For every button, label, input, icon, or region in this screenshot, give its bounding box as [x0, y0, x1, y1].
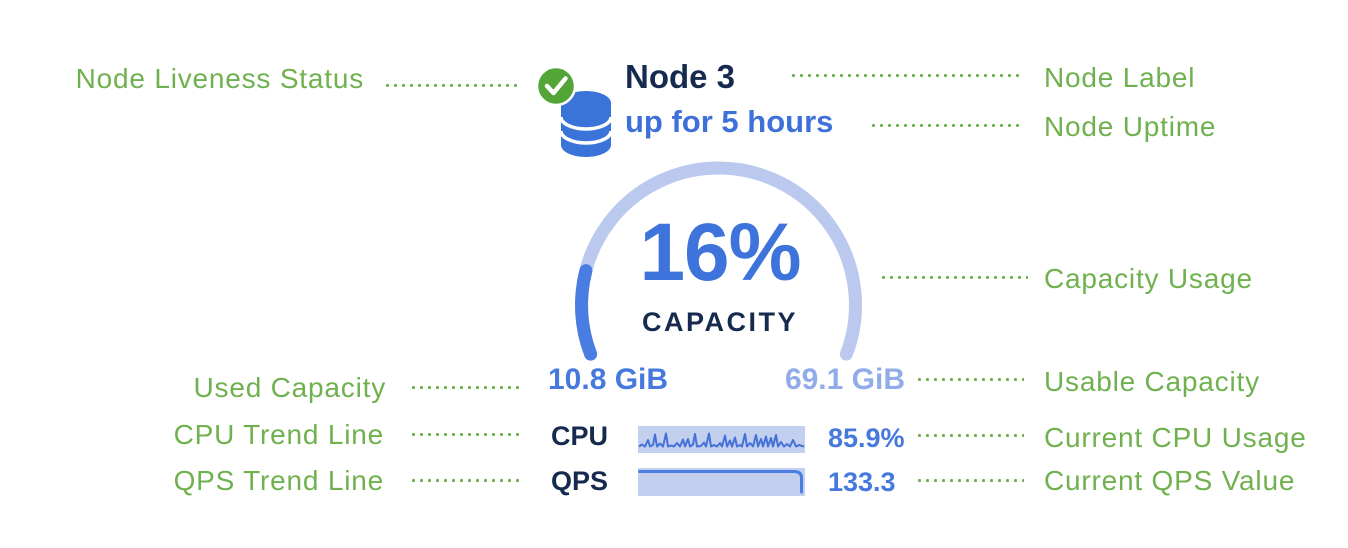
- leader-line-usable-capacity: [918, 378, 1024, 381]
- leader-line-capacity-usage: [882, 276, 1028, 279]
- annotation-cpu-trend-line: CPU Trend Line: [173, 419, 384, 450]
- leader-line-current-qps: [918, 479, 1024, 482]
- annotation-current-qps-value: Current QPS Value: [1044, 465, 1296, 496]
- qps-label: QPS: [551, 466, 609, 496]
- used-capacity-value: 10.8 GiB: [548, 363, 669, 396]
- leader-line-current-cpu: [918, 434, 1024, 437]
- cpu-current-value: 85.9%: [828, 423, 905, 453]
- annotation-used-capacity: Used Capacity: [193, 372, 386, 403]
- database-icon: [559, 91, 613, 157]
- qps-current-value: 133.3: [828, 467, 896, 497]
- leader-line-qps-trend: [412, 479, 522, 482]
- leader-line-node-uptime: [872, 124, 1020, 127]
- annotation-node-label: Node Label: [1044, 62, 1196, 93]
- annotation-qps-trend-line: QPS Trend Line: [173, 465, 384, 496]
- annotation-usable-capacity: Usable Capacity: [1044, 366, 1260, 397]
- cpu-trend-sparkline: [638, 426, 805, 453]
- node-label-text: Node 3: [625, 58, 736, 95]
- check-circle-icon: [535, 65, 577, 107]
- gauge-used-arc: [575, 264, 598, 361]
- leader-line-cpu-trend: [412, 433, 522, 436]
- leader-line-used-capacity: [412, 386, 522, 389]
- qps-trend-sparkline: [638, 468, 805, 496]
- annotation-node-uptime: Node Uptime: [1044, 111, 1217, 142]
- annotation-capacity-usage: Capacity Usage: [1044, 263, 1253, 294]
- node-icon-group: [535, 65, 613, 157]
- node-uptime-text: up for 5 hours: [625, 104, 834, 139]
- usable-capacity-value: 69.1 GiB: [784, 363, 905, 396]
- capacity-usage-percent: 16%: [639, 207, 801, 298]
- annotation-node-liveness-status: Node Liveness Status: [75, 63, 364, 94]
- capacity-gauge-arc: [575, 161, 862, 361]
- cpu-label: CPU: [551, 421, 609, 451]
- leader-line-liveness: [386, 84, 518, 87]
- annotation-current-cpu-usage: Current CPU Usage: [1044, 422, 1307, 453]
- leader-line-node-label: [792, 74, 1020, 77]
- capacity-caption: CAPACITY: [641, 307, 798, 337]
